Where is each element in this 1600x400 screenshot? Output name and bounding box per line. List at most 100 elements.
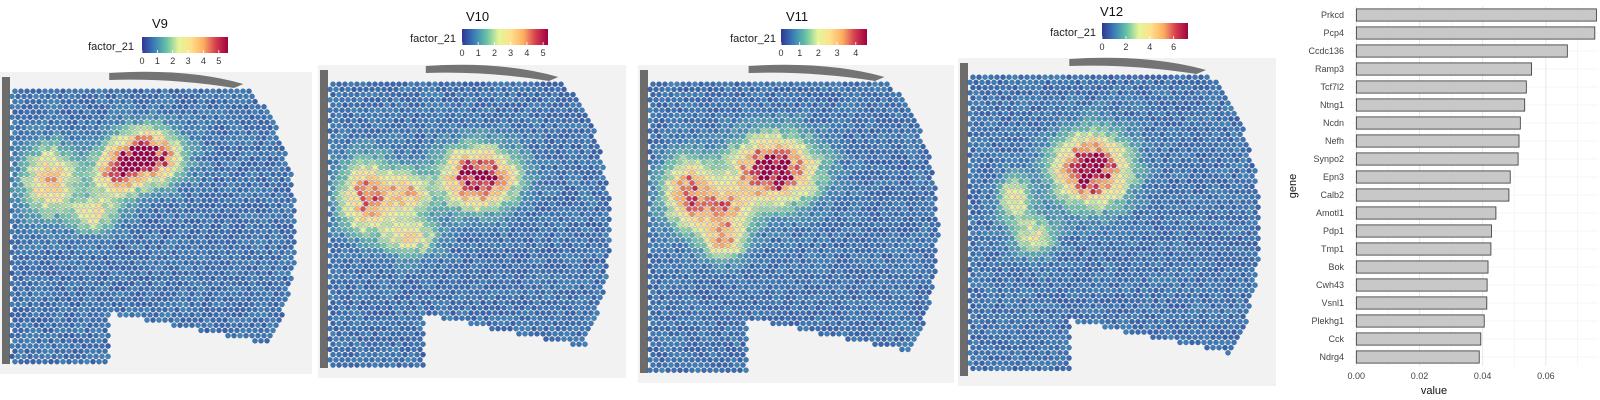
spot [228, 233, 234, 240]
spot [731, 107, 737, 113]
spot [264, 244, 270, 250]
spot [555, 211, 561, 217]
spot [105, 301, 111, 308]
spot [189, 207, 195, 214]
spot [21, 187, 27, 193]
spot [821, 97, 827, 103]
spot [189, 124, 195, 131]
spot [75, 301, 81, 308]
spot [420, 310, 426, 316]
spot [579, 263, 585, 270]
spot [444, 91, 450, 98]
spot [498, 258, 504, 264]
spot [366, 320, 372, 327]
spot [495, 169, 501, 176]
spot [147, 207, 153, 214]
spot [540, 268, 546, 275]
spot [141, 218, 147, 224]
spot [186, 98, 192, 105]
spot [534, 133, 540, 139]
spot [201, 322, 207, 329]
spot [752, 123, 758, 129]
spot [671, 128, 677, 134]
spot [447, 97, 453, 103]
spot [78, 348, 84, 355]
spot [150, 129, 156, 136]
spot [51, 93, 57, 100]
spot [384, 216, 390, 223]
spot [171, 166, 177, 172]
spot [33, 239, 39, 245]
spot [390, 81, 396, 87]
spot [72, 244, 78, 250]
spot [588, 278, 594, 285]
spot [354, 237, 360, 243]
spot [201, 124, 207, 131]
spot [755, 97, 761, 103]
spot [243, 135, 249, 141]
spot [117, 114, 123, 120]
spot [168, 275, 174, 282]
spot [33, 197, 39, 204]
spot [168, 88, 174, 94]
spot [75, 218, 81, 224]
spot [165, 228, 171, 235]
spot [522, 320, 528, 327]
spot [336, 237, 342, 243]
spot [45, 311, 51, 318]
spot [348, 102, 354, 108]
spot [162, 254, 168, 261]
spot [800, 102, 806, 108]
spot [189, 239, 195, 245]
spot [396, 289, 402, 296]
spot [507, 284, 513, 290]
spot [414, 143, 420, 150]
spot [375, 242, 381, 249]
spot [411, 148, 417, 155]
spot [504, 133, 510, 139]
spot [357, 232, 363, 238]
spot [435, 294, 441, 301]
spot [363, 263, 369, 270]
spot [818, 112, 824, 119]
spot [36, 296, 42, 303]
spot [459, 304, 465, 311]
spot [495, 107, 501, 113]
spot [525, 211, 531, 217]
spot [860, 112, 866, 119]
spot [255, 176, 261, 183]
spot [9, 228, 15, 235]
spot [72, 119, 78, 126]
spot [579, 190, 585, 197]
spot [558, 237, 564, 243]
spot [99, 280, 105, 287]
spot [126, 285, 132, 292]
spot [686, 91, 692, 98]
spot [486, 123, 492, 129]
spot [243, 239, 249, 245]
spot [60, 244, 66, 250]
spot [138, 171, 144, 178]
spot [210, 327, 216, 334]
spot [141, 155, 147, 162]
spot [159, 187, 165, 193]
spot [330, 247, 336, 254]
spot [207, 207, 213, 214]
spot [330, 154, 336, 160]
spot [138, 265, 144, 271]
spot [429, 107, 435, 113]
spot [333, 97, 339, 103]
spot [240, 254, 246, 261]
spot [15, 93, 21, 100]
spot [174, 306, 180, 313]
spot [665, 86, 671, 93]
spot [662, 112, 668, 119]
spot [360, 174, 366, 181]
spot [156, 202, 162, 209]
spot [57, 187, 63, 193]
spot [357, 242, 363, 249]
spot [866, 91, 872, 98]
spot [468, 268, 474, 275]
spot [150, 306, 156, 313]
spot [713, 128, 719, 134]
